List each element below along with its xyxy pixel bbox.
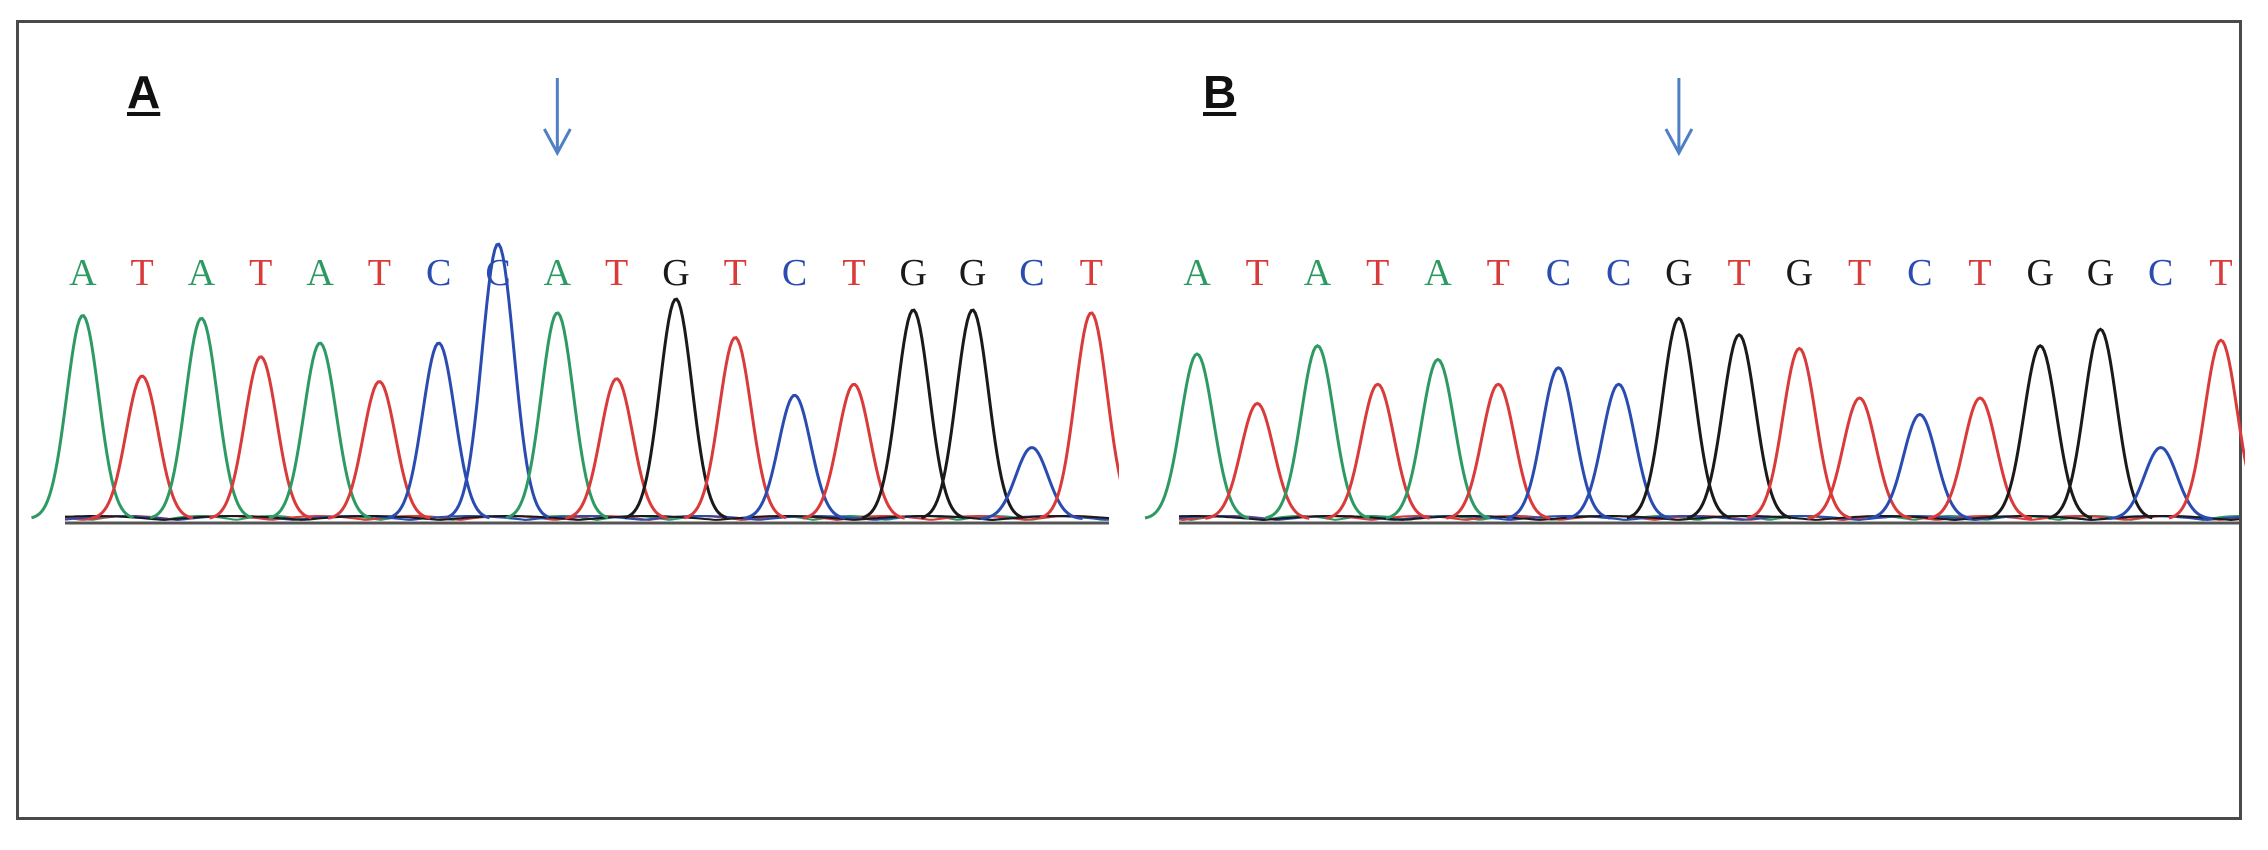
peak-t-11 [683,336,787,520]
peak-t-5 [327,380,431,520]
peak-c-6 [387,341,490,520]
base-call-1: T [131,252,154,294]
base-call-4: A [306,252,334,294]
peak-t-5 [1445,382,1551,520]
peak-t-3 [1325,382,1430,520]
base-call-17: T [1080,252,1103,294]
peak-g-8 [1626,316,1732,520]
base-call-4: A [1424,252,1452,294]
base-call-7: C [1606,252,1631,294]
base-call-5: T [368,252,391,294]
variant-arrow-head [543,128,572,157]
base-call-11: T [724,252,747,294]
base-call-5: T [1487,252,1510,294]
variant-arrow-head [1664,128,1694,157]
base-call-15: G [2087,252,2114,294]
peak-t-11 [1807,396,1912,520]
base-call-0: A [69,252,97,294]
peak-g-15 [2047,327,2153,520]
peak-a-2 [149,316,253,520]
base-call-13: T [842,252,865,294]
peak-c-12 [743,393,846,520]
base-call-12: C [782,252,807,294]
peak-a-4 [1385,357,1491,520]
base-call-1: T [1246,252,1269,294]
peak-t-1 [90,374,194,520]
base-call-10: G [1786,252,1813,294]
peak-t-3 [209,355,312,520]
peak-t-10 [1746,346,1852,520]
peak-g-14 [1987,344,2093,520]
base-call-16: C [1019,252,1044,294]
base-call-2: A [1304,252,1332,294]
base-call-6: C [426,252,451,294]
peak-t-13 [802,382,905,520]
peak-a-4 [268,341,372,520]
base-call-11: T [1848,252,1871,294]
peak-g-14 [861,308,965,520]
base-call-9: T [605,252,628,294]
panel-b-label: B [1203,66,1237,118]
peak-c-6 [1506,366,1611,520]
baseline-noise-g [64,515,1110,522]
peak-t-17 [1039,311,1119,520]
peak-c-12 [1867,412,1973,520]
panel-a-label: A [127,66,161,118]
base-call-17: T [2209,252,2232,294]
base-call-7: C [485,252,510,294]
base-call-13: T [1968,252,1991,294]
peak-t-13 [1927,396,2033,520]
peak-t-9 [565,377,668,520]
base-call-15: G [959,252,986,294]
base-call-8: A [544,252,572,294]
peak-a-8 [505,311,609,520]
peak-c-16 [980,446,1083,521]
peak-t-17 [2168,338,2245,520]
peak-g-9 [1686,332,1792,520]
base-call-3: T [1366,252,1389,294]
peak-t-1 [1205,401,1310,520]
peak-g-10 [624,297,728,520]
base-call-16: C [2148,252,2173,294]
peak-c-7 [446,242,550,519]
peak-a-2 [1265,344,1370,520]
base-call-9: T [1728,252,1751,294]
peak-a-0 [1144,352,1250,520]
base-call-3: T [249,252,272,294]
peak-g-15 [920,308,1024,520]
base-call-12: C [1907,252,1932,294]
base-call-2: A [188,252,216,294]
base-call-8: G [1665,252,1692,294]
base-call-6: C [1546,252,1571,294]
peak-a-0 [31,314,134,520]
baseline-noise-g [1178,515,2240,522]
base-call-14: G [2027,252,2054,294]
base-call-10: G [662,252,689,294]
peak-c-16 [2108,445,2213,521]
base-call-0: A [1183,252,1211,294]
peak-c-7 [1566,382,1671,520]
base-call-14: G [900,252,927,294]
